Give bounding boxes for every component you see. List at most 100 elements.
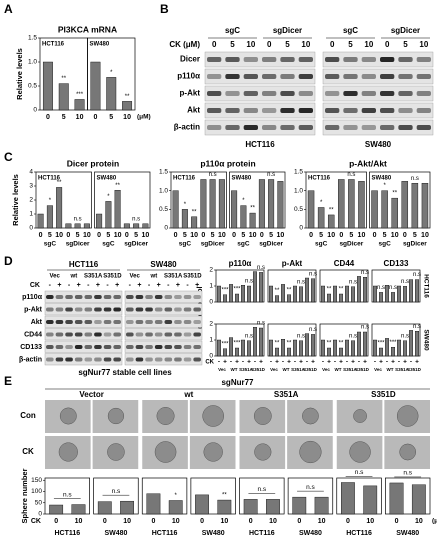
significance: * bbox=[242, 198, 245, 204]
blot-band bbox=[103, 345, 112, 349]
bar bbox=[133, 223, 140, 229]
chart-title: p110α protein bbox=[200, 158, 255, 168]
blot-strip bbox=[124, 340, 203, 353]
significance: n.s bbox=[245, 333, 253, 339]
y-tick-label: 0.5 bbox=[159, 206, 168, 213]
bar bbox=[391, 292, 396, 303]
blot-band bbox=[398, 57, 413, 62]
group-label: Vec bbox=[322, 367, 330, 372]
blot-band bbox=[262, 125, 277, 130]
group-label: sgC bbox=[179, 241, 192, 248]
bar bbox=[411, 182, 419, 229]
blot-strip bbox=[322, 51, 434, 68]
group-label: sgDicer bbox=[273, 26, 302, 35]
blot-band bbox=[416, 74, 431, 79]
significance: ** bbox=[287, 341, 292, 347]
blot-strip bbox=[322, 119, 434, 136]
significance: n.s bbox=[309, 271, 317, 277]
x-tick-label: 5 bbox=[76, 232, 80, 239]
x-tick-label: - bbox=[242, 359, 244, 366]
blot-band bbox=[183, 295, 192, 299]
x-tick-label: 0 bbox=[232, 232, 236, 239]
bar bbox=[123, 223, 130, 229]
bar bbox=[311, 334, 316, 357]
series-name: SW480 bbox=[372, 176, 392, 182]
sphere bbox=[353, 409, 367, 423]
blot-band bbox=[193, 307, 201, 312]
bar bbox=[385, 338, 390, 357]
blot-band bbox=[398, 125, 413, 130]
panel-letter: B bbox=[160, 2, 169, 16]
bar bbox=[216, 339, 221, 357]
group-label: WT bbox=[231, 367, 238, 372]
bar bbox=[49, 504, 64, 515]
subpanel-frame bbox=[336, 477, 382, 515]
blot-strip bbox=[204, 51, 316, 68]
protein-label: β-actin bbox=[19, 356, 42, 363]
blot-strip bbox=[124, 303, 203, 316]
y-tick-label: 2 bbox=[29, 197, 33, 204]
x-tick-label: + bbox=[247, 359, 251, 366]
y-tick-label: 1 bbox=[29, 211, 33, 218]
x-tick-label: + bbox=[311, 359, 315, 366]
bar bbox=[216, 285, 221, 303]
x-tick-label: - bbox=[346, 359, 348, 366]
bar bbox=[357, 276, 362, 303]
blot-band bbox=[298, 74, 313, 79]
bar bbox=[234, 293, 239, 303]
treatment: + bbox=[77, 282, 81, 289]
bar bbox=[292, 496, 307, 515]
dose: 0 bbox=[267, 40, 272, 49]
bar bbox=[240, 205, 247, 229]
x-tick-label: - bbox=[218, 359, 220, 366]
x-tick-label: 5 bbox=[211, 232, 215, 239]
bar bbox=[351, 286, 356, 303]
bar bbox=[120, 500, 134, 515]
blot-band bbox=[126, 307, 134, 312]
group-label: sgC bbox=[44, 241, 57, 248]
significance: ** bbox=[327, 287, 332, 293]
series-name: HCT116 bbox=[38, 176, 61, 182]
bar bbox=[293, 285, 298, 303]
blot-band bbox=[94, 357, 102, 362]
bar bbox=[259, 272, 264, 303]
blot-band bbox=[55, 320, 64, 324]
subpanel-frame bbox=[94, 171, 151, 229]
blot-band bbox=[243, 57, 258, 62]
bar bbox=[222, 348, 227, 357]
bar bbox=[317, 207, 325, 229]
x-tick-label: 5 bbox=[109, 114, 113, 121]
bar bbox=[217, 499, 232, 515]
blot-band bbox=[164, 307, 173, 312]
x-tick-label: 10 bbox=[123, 114, 131, 121]
bar bbox=[321, 285, 326, 303]
panel-letter: A bbox=[4, 2, 13, 16]
x-tick-label: + bbox=[351, 359, 355, 366]
significance: ** bbox=[287, 287, 292, 293]
blot-band bbox=[193, 357, 201, 362]
x-tick-label: - bbox=[282, 359, 284, 366]
blot-band bbox=[74, 320, 83, 324]
blot-band bbox=[174, 295, 182, 299]
treatment: + bbox=[57, 282, 61, 289]
treatment: - bbox=[68, 282, 71, 289]
dose: 10 bbox=[419, 40, 428, 49]
blot-strip bbox=[44, 303, 123, 316]
bar bbox=[363, 277, 368, 303]
y-tick-label: 1.0 bbox=[294, 187, 303, 194]
y-tick-label: 0 bbox=[29, 225, 33, 232]
significance: n.s bbox=[401, 279, 409, 285]
significance: ** bbox=[329, 208, 334, 214]
blot-band bbox=[243, 91, 258, 96]
blot-band bbox=[262, 108, 277, 113]
x-tick-label: 0 bbox=[309, 232, 313, 239]
y-tick-label: 2 bbox=[209, 267, 213, 274]
group-label: sgDicer bbox=[403, 241, 427, 248]
x-tick-label: - bbox=[294, 359, 296, 366]
bar bbox=[305, 333, 310, 357]
blot-band bbox=[243, 108, 258, 113]
blot-band bbox=[164, 332, 173, 337]
bar bbox=[338, 179, 345, 229]
blot-band bbox=[361, 125, 376, 130]
dose: 10 bbox=[364, 40, 373, 49]
